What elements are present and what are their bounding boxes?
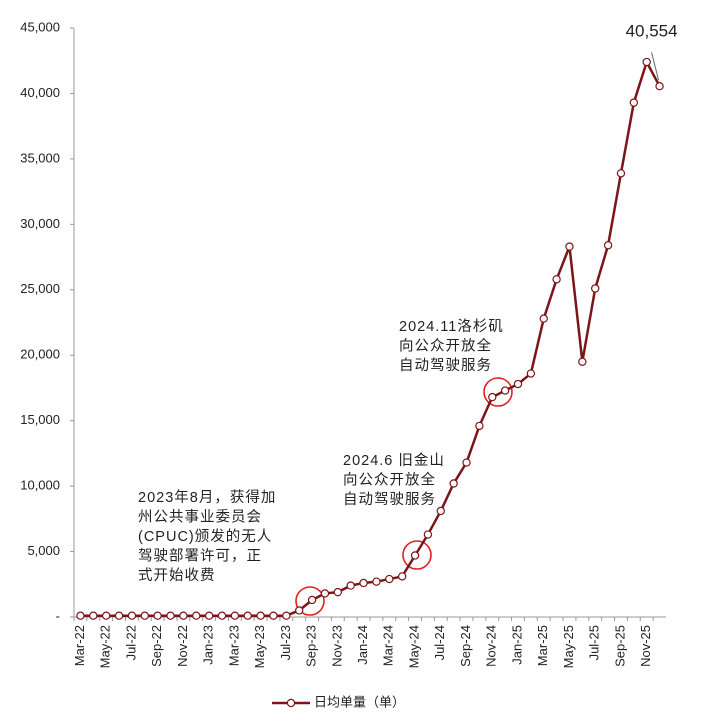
x-tick-label: Sep-22	[149, 625, 164, 667]
annotation: 向公众开放全	[399, 336, 492, 354]
data-point	[603, 241, 613, 250]
data-point	[655, 81, 664, 91]
x-tick-label: Nov-24	[484, 625, 499, 667]
data-point	[333, 587, 343, 597]
x-tick-label: Jan-24	[355, 625, 370, 665]
y-tick-label: 40,000	[20, 85, 60, 100]
data-point	[307, 595, 317, 605]
x-tick-label: Jul-22	[123, 625, 138, 660]
x-tick-label: Mar-23	[226, 625, 241, 666]
y-tick-label: 45,000	[20, 19, 60, 34]
data-point	[552, 275, 561, 284]
data-point	[475, 421, 484, 431]
data-point	[114, 611, 124, 620]
annotation: 2024.11洛杉矶	[399, 318, 504, 335]
data-point	[436, 506, 445, 516]
data-point	[166, 611, 175, 620]
x-tick-label: Jan-23	[201, 625, 216, 665]
data-point	[140, 611, 149, 620]
annotation: (CPUC)颁发的无人	[138, 528, 272, 545]
data-point	[269, 611, 278, 620]
annotation: 式开始收费	[138, 567, 216, 584]
data-point	[101, 611, 111, 620]
data-point	[359, 578, 368, 588]
data-point	[282, 611, 291, 620]
annotation: 向公众开放全	[343, 470, 436, 488]
x-tick-label: Nov-25	[638, 625, 653, 667]
x-tick-label: May-23	[252, 625, 267, 668]
x-tick-label: Jul-25	[587, 625, 602, 660]
data-point	[500, 386, 510, 395]
data-point	[539, 314, 548, 323]
highlight-circle	[295, 586, 325, 616]
x-tick-label: Jul-24	[432, 625, 447, 660]
data-point	[192, 611, 201, 620]
x-tick-label: Nov-22	[175, 625, 190, 667]
x-tick-label: May-22	[98, 625, 113, 668]
annotation: 州公共事业委员会	[138, 508, 262, 525]
x-tick-label: Jan-25	[509, 625, 524, 665]
data-point	[217, 611, 227, 620]
y-tick-label: 15,000	[20, 412, 60, 427]
data-point	[578, 357, 587, 366]
data-point	[295, 606, 304, 615]
data-point	[230, 611, 240, 620]
x-tick-label: Nov-23	[329, 625, 344, 667]
y-tick-label: 25,000	[20, 281, 60, 296]
data-point	[153, 611, 162, 620]
y-tick-label: 35,000	[20, 150, 60, 165]
x-tick-label: Sep-24	[458, 625, 473, 667]
x-tick-label: Jul-23	[278, 625, 293, 660]
data-point	[346, 581, 355, 590]
x-tick-label: Mar-25	[535, 625, 550, 666]
data-point	[385, 574, 394, 584]
annotation: 2024.6 旧金山	[343, 452, 445, 469]
annotation: 驾驶部署许可，正	[138, 547, 262, 564]
data-point	[488, 392, 497, 402]
x-tick-label: May-24	[406, 625, 421, 668]
data-point	[372, 577, 381, 586]
y-tick-label: 20,000	[20, 347, 60, 362]
data-point	[89, 611, 98, 620]
series-line	[80, 58, 661, 617]
annotation: 自动驾驶服务	[399, 357, 492, 374]
data-point	[423, 530, 433, 539]
y-tick-label: 5,000	[27, 543, 60, 558]
legend-label: 日均单量（单）	[314, 694, 405, 709]
data-point	[449, 479, 458, 488]
data-point	[526, 369, 536, 378]
y-tick-label: -	[56, 608, 60, 623]
x-tick-label: May-25	[561, 625, 576, 668]
x-tick-label: Mar-22	[72, 625, 87, 666]
x-tick-label: Sep-25	[612, 625, 627, 667]
annotation: 自动驾驶服务	[343, 491, 436, 508]
data-point	[591, 284, 600, 293]
data-point	[462, 458, 471, 467]
data-point	[179, 611, 188, 620]
data-point	[397, 572, 407, 581]
annotation: 2023年8月，获得加	[138, 489, 276, 506]
data-point	[243, 611, 252, 620]
label-leader	[651, 52, 660, 81]
legend-marker	[286, 698, 296, 708]
data-point	[410, 551, 420, 560]
data-point	[256, 611, 265, 620]
x-tick-label: Mar-24	[381, 625, 396, 666]
data-point	[320, 589, 330, 598]
data-point	[616, 169, 626, 178]
data-point	[204, 611, 214, 620]
highlight-circle	[402, 540, 432, 570]
y-tick-label: 30,000	[20, 216, 60, 231]
data-point	[513, 379, 523, 389]
data-point	[76, 611, 85, 620]
data-point	[642, 57, 651, 67]
data-point	[629, 98, 639, 107]
highlight-circle	[483, 377, 513, 407]
data-point	[127, 611, 137, 620]
x-tick-label: Sep-23	[304, 625, 319, 667]
data-point	[565, 242, 574, 251]
y-tick-label: 10,000	[20, 478, 60, 493]
data-label: 40,554	[626, 22, 678, 41]
